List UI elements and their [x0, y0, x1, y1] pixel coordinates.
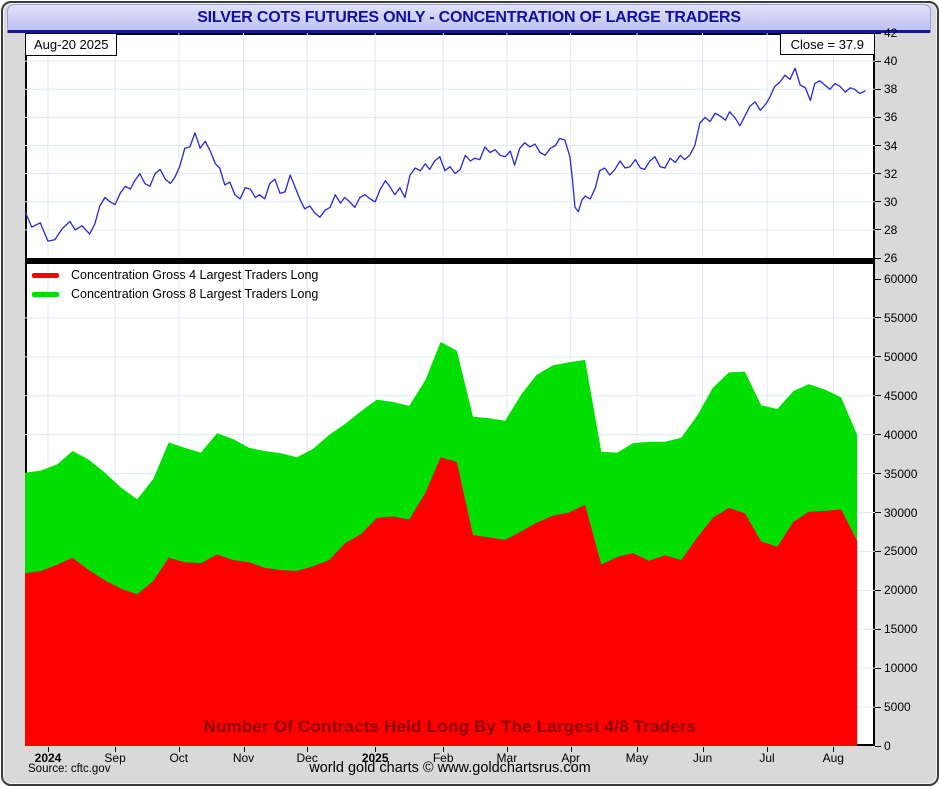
- price-axis-label: 34: [884, 138, 898, 153]
- source-note: Source: cftc.gov: [28, 763, 111, 775]
- contracts-axis-tick: [875, 589, 881, 591]
- price-axis-tick: [875, 173, 881, 175]
- month-label: May: [625, 751, 649, 765]
- month-tick: [767, 747, 768, 752]
- gross8-legend-swatch: [32, 291, 59, 297]
- contracts-axis-label: 35000: [884, 466, 918, 481]
- month-tick: [375, 747, 377, 752]
- price-axis-label: 26: [884, 251, 898, 265]
- contracts-axis-label: 55000: [884, 310, 918, 325]
- month-label: Sep: [104, 751, 126, 765]
- contracts-axis-tick: [875, 473, 881, 475]
- month-tick: [48, 747, 49, 752]
- month-label: Oct: [169, 751, 189, 765]
- month-tick: [570, 747, 572, 752]
- price-axis-tick: [875, 201, 881, 203]
- report-date-box: Aug-20 2025: [25, 33, 118, 56]
- banner-text: Number Of Contracts Held Long By The Lar…: [203, 717, 697, 736]
- month-label: Dec: [296, 751, 318, 765]
- month-label: Feb: [432, 751, 454, 765]
- price-panel-chart: [25, 33, 875, 258]
- month-tick: [702, 747, 704, 752]
- month-label: 2025: [361, 751, 389, 765]
- month-tick: [243, 747, 245, 752]
- credit-note: world gold charts © www.goldchartsrus.co…: [309, 760, 591, 776]
- price-axis-label: 32: [884, 166, 898, 181]
- legend-item-gross8: Concentration Gross 8 Largest Traders Lo…: [32, 287, 318, 301]
- price-axis-label: 36: [884, 110, 898, 125]
- month-label: Nov: [232, 751, 255, 765]
- contracts-axis-label: 40000: [884, 427, 918, 442]
- contracts-axis-tick: [875, 706, 881, 708]
- contracts-axis-label: 30000: [884, 505, 918, 520]
- price-axis-label: 38: [884, 82, 898, 97]
- concentration-panel-chart: [25, 264, 875, 746]
- month-label: Apr: [561, 751, 581, 765]
- contracts-axis-tick: [875, 745, 881, 747]
- contracts-axis-tick: [875, 628, 881, 630]
- price-axis-tick: [875, 116, 881, 118]
- month-label: Aug: [822, 751, 844, 765]
- contracts-axis-label: 15000: [884, 622, 918, 637]
- contracts-axis-label: 60000: [884, 272, 918, 286]
- month-label: Jun: [692, 751, 713, 765]
- contracts-axis-label: 25000: [884, 544, 918, 559]
- contracts-axis-tick: [875, 667, 881, 669]
- month-tick: [637, 747, 638, 752]
- month-tick: [115, 747, 117, 752]
- close-value-box: Close = 37.9: [779, 33, 875, 55]
- price-axis-tick: [875, 88, 881, 90]
- contracts-axis-label: 50000: [884, 349, 918, 364]
- price-axis-tick: [875, 60, 881, 62]
- contracts-axis-label: 45000: [884, 388, 918, 403]
- contracts-axis-tick: [875, 395, 881, 397]
- page-title: SILVER COTS FUTURES ONLY - CONCENTRATION…: [197, 8, 741, 26]
- panel-separator: [25, 258, 875, 264]
- month-label: Mar: [496, 751, 518, 765]
- contracts-axis-label: 5000: [884, 700, 911, 715]
- month-tick: [178, 747, 180, 752]
- contracts-axis-label: 20000: [884, 583, 918, 598]
- price-axis-label: 30: [884, 194, 898, 209]
- report-date-label: Aug-20 2025: [34, 37, 109, 52]
- month-tick: [506, 747, 508, 752]
- title-bar: SILVER COTS FUTURES ONLY - CONCENTRATION…: [7, 4, 931, 33]
- price-axis-label: 40: [884, 54, 898, 69]
- gross4-area: [25, 457, 858, 746]
- month-tick: [443, 747, 445, 752]
- gross8-legend-label: Concentration Gross 8 Largest Traders Lo…: [71, 287, 319, 301]
- gross4-legend-label: Concentration Gross 4 Largest Traders Lo…: [71, 268, 319, 282]
- price-axis-label: 28: [884, 222, 898, 237]
- contracts-axis-tick: [875, 278, 881, 280]
- price-axis-tick: [875, 257, 881, 259]
- contracts-axis-tick: [875, 317, 881, 319]
- contracts-axis-tick: [875, 356, 881, 358]
- contracts-axis-label: 10000: [884, 661, 918, 676]
- month-label: Jul: [759, 751, 775, 765]
- contracts-axis-label: 0: [884, 739, 891, 753]
- price-axis-tick: [875, 229, 881, 231]
- legend-item-gross4: Concentration Gross 4 Largest Traders Lo…: [32, 268, 318, 282]
- gross4-legend-swatch: [32, 272, 59, 278]
- contracts-axis-tick: [875, 512, 881, 513]
- month-tick: [833, 747, 835, 752]
- price-axis-label: 42: [884, 26, 898, 40]
- month-tick: [307, 747, 309, 752]
- price-axis-tick: [875, 145, 881, 146]
- contracts-axis-tick: [875, 550, 881, 552]
- month-label: 2024: [34, 751, 62, 765]
- contracts-axis-tick: [875, 434, 881, 436]
- price-axis-tick: [875, 32, 881, 34]
- close-value-label: Close = 37.9: [790, 36, 864, 52]
